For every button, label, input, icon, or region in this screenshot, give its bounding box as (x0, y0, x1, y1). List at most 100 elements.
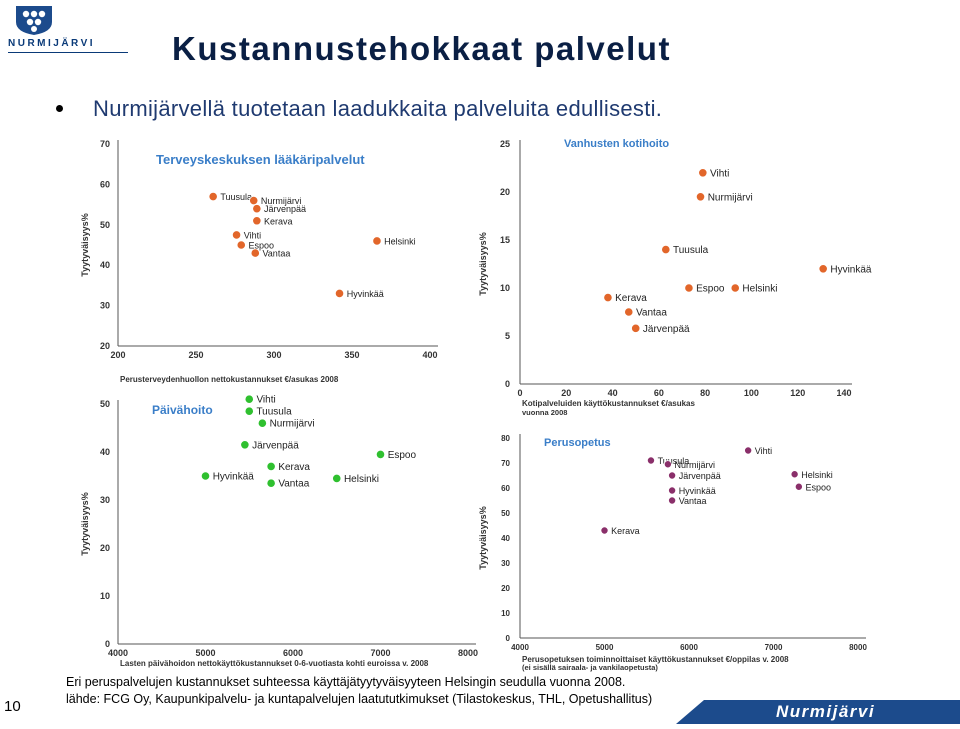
chart3-x-tick-label: 8000 (458, 648, 478, 658)
chart3-point-hyvinkää (200, 471, 211, 481)
chart4-y-tick-label: 70 (501, 459, 510, 468)
chart1-point-nurmijärvi (249, 195, 259, 206)
chart1-point-järvenpää (252, 204, 262, 214)
chart4-point-vantaa (668, 496, 677, 505)
chart2-point-label-espoo: Espoo (696, 284, 725, 295)
chart1-point-espoo (236, 240, 246, 250)
slide-title: Kustannustehokkaat palvelut (172, 30, 671, 67)
chart2-x-tick-label: 120 (790, 388, 805, 398)
chart4-point-label-espoo: Espoo (805, 482, 831, 492)
chart4-y-tick-label: 80 (501, 434, 510, 443)
chart1-point-label-kerava: Kerava (264, 216, 293, 226)
chart4-y-tick-label: 30 (501, 559, 510, 568)
chart1-y-tick-label: 70 (100, 139, 110, 149)
chart1-point-vantaa (250, 248, 260, 258)
chart4-x-tick-label: 5000 (596, 643, 614, 652)
chart2-y-tick-label: 0 (505, 379, 510, 389)
chart3-y-axis-label: Tyytyväisyys% (80, 492, 90, 555)
chart2-y-tick-label: 10 (500, 283, 510, 293)
chart3-point-label-kerava: Kerava (278, 462, 310, 473)
chart1-y-tick-label: 40 (100, 260, 110, 270)
chart3-x-tick-label: 6000 (283, 648, 303, 658)
logo-divider (8, 52, 128, 53)
chart3-y-tick-label: 20 (100, 543, 110, 553)
chart3-y-tick-label: 50 (100, 399, 110, 409)
chart4-point-label-kerava: Kerava (611, 526, 640, 536)
chart3-x-tick-label: 5000 (195, 648, 215, 658)
chart2-y-tick-label: 5 (505, 331, 510, 341)
chart2-y-tick-label: 20 (500, 187, 510, 197)
chart3-point-label-vantaa: Vantaa (278, 479, 309, 490)
chart3-y-tick-label: 0 (105, 639, 110, 649)
chart-vanhusten-kotihoito: 0 5 10 15 20 25 0 20 40 60 80 100 120 140 Vanhusten ko… (478, 138, 872, 417)
chart2-y-axis-label: Tyytyväisyys% (478, 232, 488, 295)
chart4-point-vihti (744, 446, 753, 455)
chart4-y-axis-label: Tyytyväisyys% (478, 506, 488, 569)
chart1-point-label-järvenpää: Järvenpää (264, 204, 306, 214)
bullet-text: Nurmijärvellä tuotetaan laadukkaita palv… (93, 96, 663, 121)
bullet-dot-icon (56, 104, 63, 112)
brand-bar (676, 700, 960, 724)
chart4-point-tuusula (646, 456, 655, 465)
chart2-point-nurmijärvi (695, 192, 706, 202)
brand-text: Nurmijärvi (776, 702, 876, 721)
chart2-title: Vanhusten kotihoito (564, 138, 669, 150)
chart4-point-label-vantaa: Vantaa (679, 496, 707, 506)
chart4-title: Perusopetus (544, 437, 611, 449)
chart4-y-tick-label: 40 (501, 534, 510, 543)
chart4-point-järvenpää (668, 471, 677, 480)
chart4-point-helsinki (790, 470, 799, 479)
chart1-y-tick-label: 50 (100, 220, 110, 230)
chart3-point-label-hyvinkää: Hyvinkää (213, 472, 255, 483)
chart1-point-tuusula (208, 191, 218, 202)
chart2-point-label-kerava: Kerava (615, 293, 647, 304)
chart4-point-hyvinkää (668, 486, 677, 495)
chart1-x-tick-label: 200 (110, 350, 125, 360)
chart2-y-tick-label: 25 (500, 139, 510, 149)
chart3-point-kerava (266, 461, 276, 472)
chart1-y-axis-label: Tyytyväisyys% (80, 213, 90, 276)
chart4-y-tick-label: 60 (501, 484, 510, 493)
chart4-y-tick-label: 0 (506, 634, 511, 643)
chart1-title: Terveyskeskuksen lääkäripalvelut (156, 152, 365, 167)
chart2-x-axis-sublabel: vuonna 2008 (522, 408, 567, 417)
chart4-point-espoo (794, 482, 803, 491)
chart4-point-nurmijärvi (663, 460, 672, 469)
chart4-x-axis-sublabel: (ei sisällä sairaala- ja vankilaopetusta… (522, 663, 658, 672)
chart1-point-label-tuusula: Tuusula (220, 192, 252, 202)
chart3-point-label-vihti: Vihti (256, 395, 275, 406)
chart4-point-label-järvenpää: Järvenpää (679, 471, 721, 481)
chart3-x-tick-label: 7000 (370, 648, 390, 658)
chart4-x-tick-label: 6000 (680, 643, 698, 652)
chart2-x-tick-label: 20 (561, 388, 571, 398)
chart2-point-vihti (698, 168, 708, 178)
chart4-x-tick-label: 4000 (511, 643, 529, 652)
chart1-y-tick-label: 30 (100, 301, 110, 311)
chart2-point-label-vantaa: Vantaa (636, 308, 667, 319)
chart3-point-nurmijärvi (257, 418, 267, 428)
chart4-x-tick-label: 8000 (849, 643, 867, 652)
chart3-point-label-espoo: Espoo (388, 450, 417, 461)
chart2-point-label-hyvinkää: Hyvinkää (830, 264, 872, 275)
chart3-point-label-nurmijärvi: Nurmijärvi (270, 419, 315, 430)
chart2-point-vantaa (624, 307, 634, 317)
chart1-point-helsinki (372, 236, 382, 246)
municipal-logo: NURMIJÄRVI (8, 4, 138, 53)
chart2-point-kerava (603, 293, 613, 303)
chart3-point-tuusula (244, 406, 254, 416)
chart3-y-tick-label: 30 (100, 495, 110, 505)
chart2-y-tick-label: 15 (500, 235, 510, 245)
chart3-x-axis-label: Lasten päivähoidon nettokäyttökustannuks… (120, 659, 429, 668)
logo-text: NURMIJÄRVI (8, 38, 96, 49)
chart2-point-label-vihti: Vihti (710, 168, 729, 179)
chart3-y-tick-label: 10 (100, 591, 110, 601)
chart1-point-label-vantaa: Vantaa (262, 249, 290, 259)
bullet-item: Nurmijärvellä tuotetaan laadukkaita palv… (56, 96, 662, 122)
chart1-y-tick-label: 20 (100, 341, 110, 351)
chart2-point-label-tuusula: Tuusula (673, 245, 709, 256)
chart4-point-label-nurmijärvi: Nurmijärvi (674, 460, 715, 470)
chart1-x-tick-label: 400 (422, 350, 437, 360)
chart4-y-tick-label: 50 (501, 509, 510, 518)
chart1-point-label-helsinki: Helsinki (384, 236, 416, 246)
chart-paivahoito: 0 10 20 30 40 50 4000 5000 6000 7000 8000 Päivähoit… (80, 394, 478, 668)
